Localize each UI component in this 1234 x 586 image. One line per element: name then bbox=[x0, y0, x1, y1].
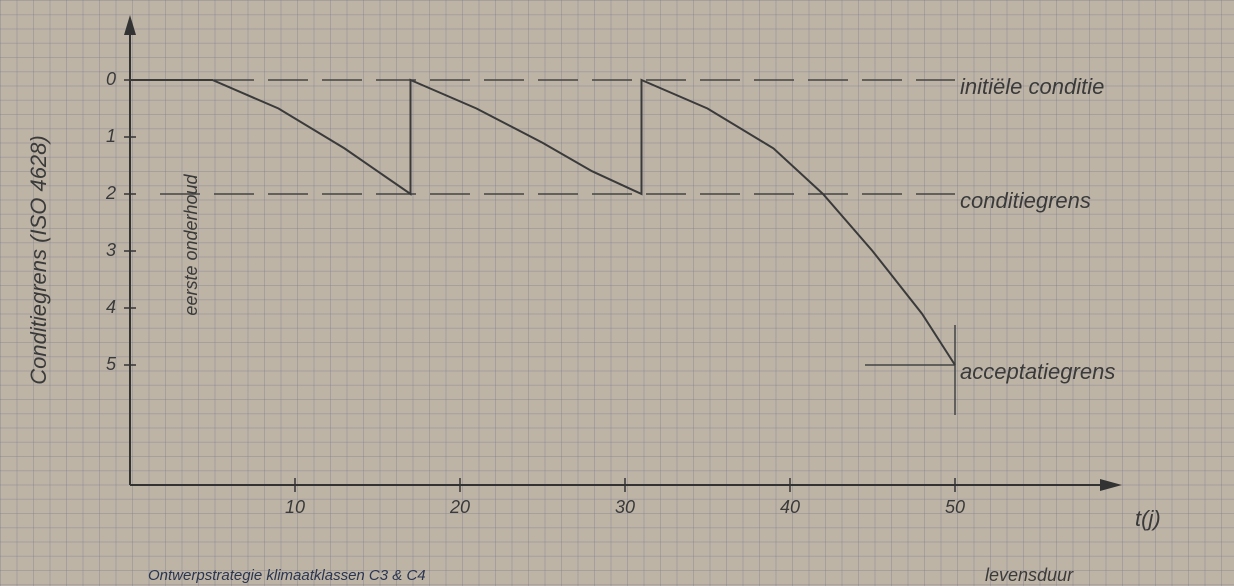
x-tick-label: 10 bbox=[285, 497, 305, 517]
y-tick-label: 3 bbox=[106, 240, 116, 260]
y-tick-label: 2 bbox=[105, 183, 116, 203]
y-axis-arrow bbox=[124, 15, 136, 35]
y-tick-label: 5 bbox=[106, 354, 117, 374]
reference-label: acceptatiegrens bbox=[960, 359, 1115, 384]
x-axis-arrow bbox=[1100, 479, 1122, 491]
x-tick-label: 50 bbox=[945, 497, 965, 517]
x-axis-caption: levensduur bbox=[985, 565, 1074, 585]
condition-line bbox=[130, 78, 956, 366]
y-tick-label: 1 bbox=[106, 126, 116, 146]
annotation: eerste onderhoud bbox=[181, 173, 201, 315]
x-axis-label: t(j) bbox=[1135, 506, 1161, 531]
y-axis-label: Conditiegrens (ISO 4628) bbox=[26, 135, 51, 384]
x-tick-label: 20 bbox=[449, 497, 470, 517]
x-tick-label: 40 bbox=[780, 497, 800, 517]
reference-label: initiële conditie bbox=[960, 74, 1104, 99]
y-tick-label: 0 bbox=[106, 69, 116, 89]
reference-label: conditiegrens bbox=[960, 188, 1091, 213]
y-tick-label: 4 bbox=[106, 297, 116, 317]
caption: Ontwerpstrategie klimaatklassen C3 & C4 bbox=[148, 567, 426, 584]
x-tick-label: 30 bbox=[615, 497, 635, 517]
